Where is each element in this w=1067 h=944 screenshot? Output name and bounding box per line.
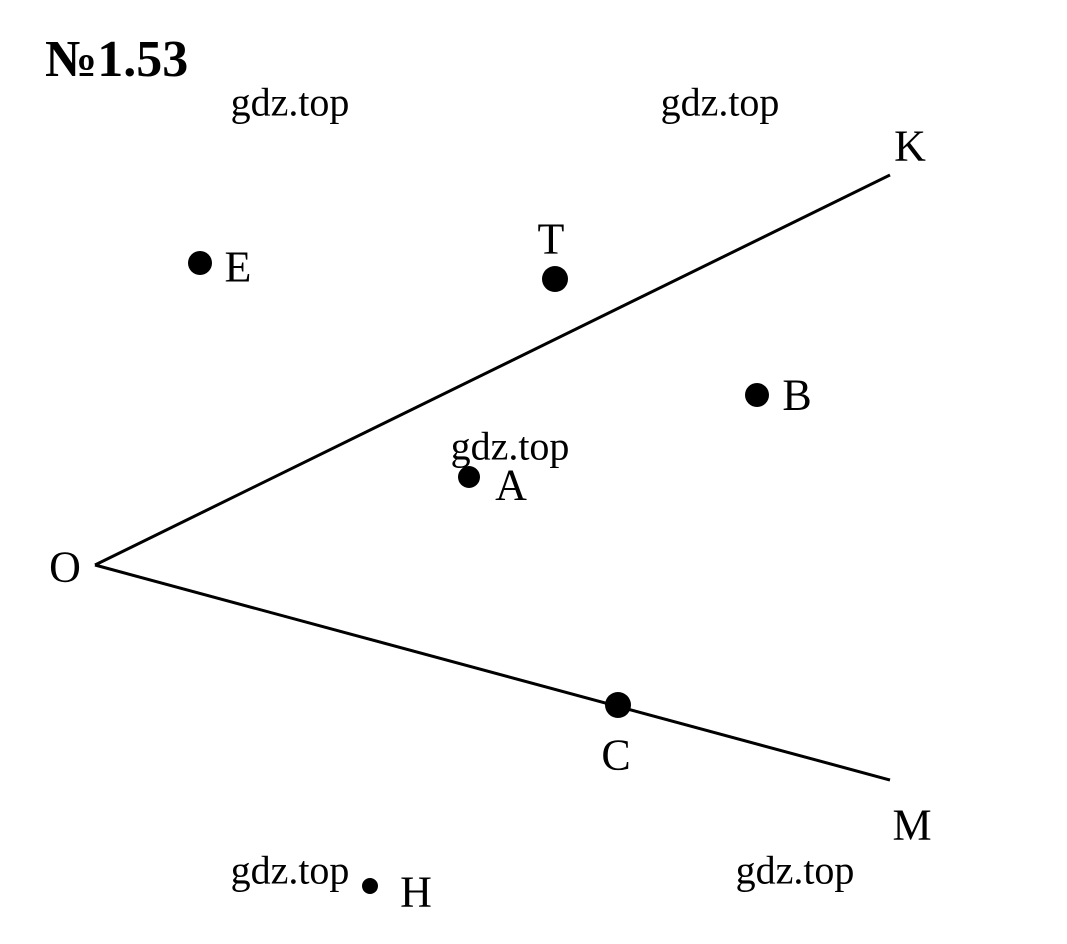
ray-OK — [95, 175, 890, 565]
point-B-dot — [745, 383, 769, 407]
label-M: M — [892, 800, 931, 851]
point-C-dot — [605, 692, 631, 718]
watermark-4: gdz.top — [231, 847, 350, 894]
point-T-dot — [542, 266, 568, 292]
point-H-dot — [362, 878, 378, 894]
label-C: C — [601, 730, 630, 781]
point-A-dot — [458, 466, 480, 488]
watermark-2: gdz.top — [661, 79, 780, 126]
label-O: O — [49, 542, 81, 593]
label-A: A — [495, 460, 527, 511]
label-B: B — [782, 370, 811, 421]
ray-OM — [95, 565, 890, 780]
label-K: K — [894, 121, 926, 172]
point-E-dot — [188, 251, 212, 275]
label-H: H — [400, 867, 432, 918]
watermark-1: gdz.top — [231, 79, 350, 126]
exercise-number: №1.53 — [45, 30, 188, 89]
label-E: E — [225, 242, 252, 293]
watermark-5: gdz.top — [736, 847, 855, 894]
label-T: T — [538, 214, 565, 265]
diagram-canvas: №1.53 gdz.top gdz.top gdz.top gdz.top gd… — [0, 0, 1067, 944]
